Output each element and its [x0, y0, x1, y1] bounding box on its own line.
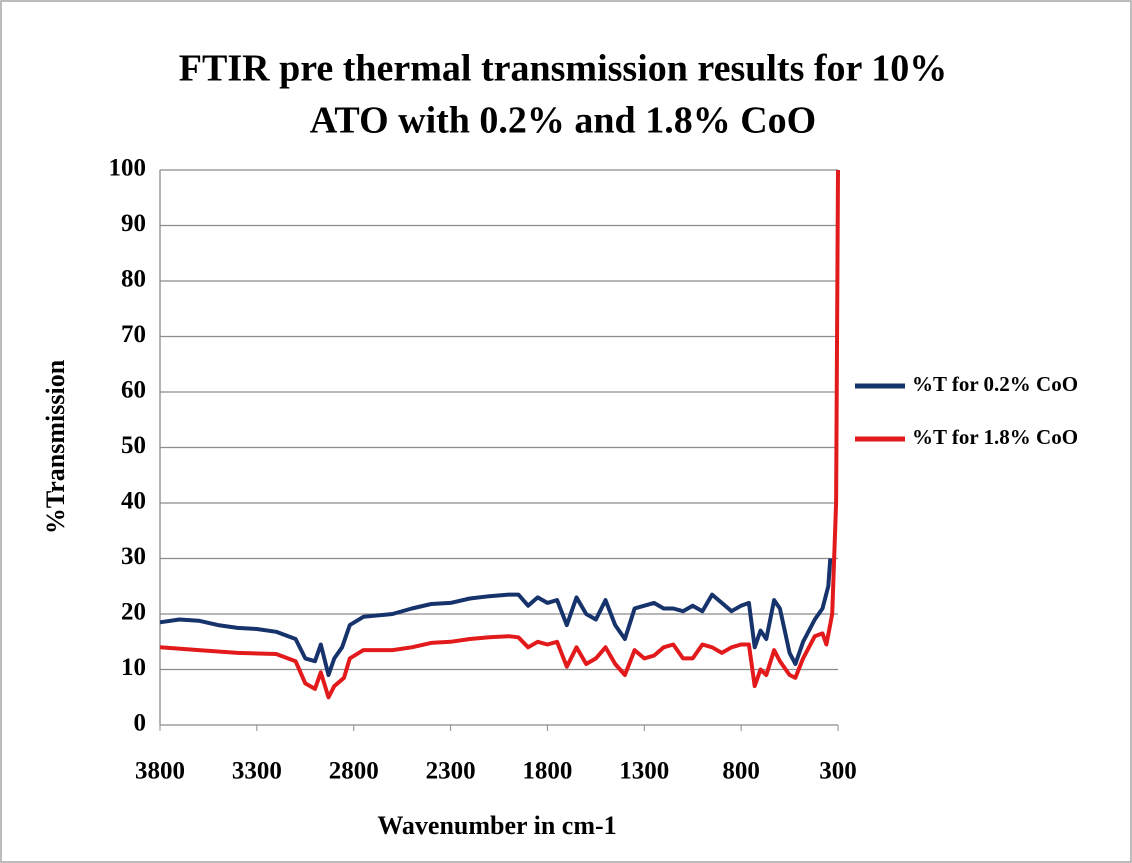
x-axis-label: Wavenumber in cm-1 [377, 811, 616, 840]
x-tick-label: 300 [819, 758, 857, 785]
y-tick-label: 20 [121, 599, 146, 626]
series-line [159, 169, 840, 700]
y-tick-label: 70 [121, 321, 146, 348]
x-tick-label: 800 [722, 758, 760, 785]
y-tick-label: 50 [121, 432, 146, 459]
x-tick-label: 2300 [426, 758, 476, 785]
y-tick-label: 0 [134, 710, 147, 737]
x-tick-label: 2800 [329, 758, 379, 785]
series-line [159, 558, 833, 677]
y-tick-label: 90 [121, 210, 146, 237]
y-tick-label: 100 [109, 155, 147, 182]
y-tick-label: 60 [121, 377, 146, 404]
x-tick-label: 3300 [232, 758, 282, 785]
x-tick-label: 1300 [619, 758, 669, 785]
y-tick-label: 30 [121, 543, 146, 570]
legend-label: %T for 0.2% CoO [912, 372, 1078, 396]
y-tick-label: 10 [121, 654, 146, 681]
y-tick-label: 40 [121, 488, 146, 515]
x-tick-label: 3800 [135, 758, 185, 785]
legend-label: %T for 1.8% CoO [912, 425, 1078, 449]
x-tick-label: 1800 [522, 758, 572, 785]
chart-title: ATO with 0.2% and 1.8% CoO [310, 100, 816, 142]
y-axis-label: %Transmission [41, 359, 70, 534]
chart-title: FTIR pre thermal transmission results fo… [179, 48, 947, 90]
y-tick-label: 80 [121, 266, 146, 293]
